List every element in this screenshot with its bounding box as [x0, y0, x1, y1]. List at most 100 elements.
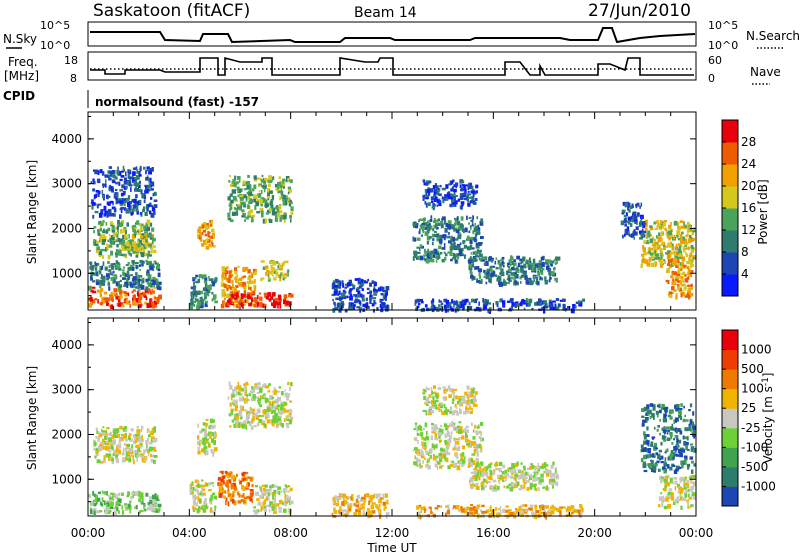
nsky-label: N.Sky	[3, 32, 37, 46]
data-cell	[649, 226, 654, 231]
data-cell	[474, 198, 478, 201]
data-cell	[352, 284, 355, 288]
data-cell	[273, 509, 277, 514]
data-cell	[421, 224, 426, 230]
data-cell	[107, 208, 112, 214]
data-cell	[259, 302, 262, 308]
data-cell	[289, 215, 292, 219]
data-cell	[227, 501, 230, 507]
data-cell	[231, 394, 235, 398]
data-cell	[643, 252, 647, 256]
data-cell	[271, 423, 275, 427]
data-cell	[135, 175, 140, 180]
data-cell	[149, 265, 154, 271]
data-cell	[484, 484, 487, 488]
data-cell	[97, 263, 100, 266]
data-cell	[346, 282, 351, 287]
data-cell	[684, 436, 689, 440]
data-cell	[110, 297, 114, 302]
data-cell	[278, 266, 281, 270]
data-cell	[344, 286, 347, 289]
data-cell	[501, 257, 505, 260]
data-cell	[469, 441, 472, 447]
data-cell	[522, 477, 525, 483]
data-cell	[252, 509, 255, 513]
data-cell	[678, 414, 682, 419]
data-cell	[445, 446, 450, 450]
data-cell	[660, 263, 663, 268]
data-cell	[577, 509, 581, 514]
data-cell	[643, 469, 648, 473]
data-cell	[349, 288, 352, 293]
data-cell	[337, 292, 339, 297]
data-cell	[528, 277, 532, 281]
data-cell	[452, 505, 456, 509]
data-cell	[220, 487, 224, 491]
data-cell	[118, 241, 123, 245]
data-cell	[263, 393, 266, 397]
data-cell	[243, 194, 247, 199]
data-cell	[94, 239, 97, 243]
data-cell	[438, 432, 442, 436]
data-cell	[654, 250, 656, 255]
data-cell	[126, 457, 129, 461]
data-cell	[96, 430, 99, 434]
data-cell	[244, 300, 249, 304]
data-cell	[105, 179, 107, 184]
data-cell	[122, 457, 126, 461]
data-cell	[666, 234, 671, 239]
data-cell	[448, 231, 450, 235]
data-cell	[127, 452, 131, 455]
data-cell	[687, 221, 690, 225]
data-cell	[221, 271, 226, 274]
data-cell	[277, 274, 281, 278]
data-cell	[268, 175, 273, 181]
power-panel	[88, 165, 697, 314]
data-cell	[498, 461, 502, 466]
data-cell	[455, 447, 459, 451]
data-cell	[461, 300, 465, 304]
data-cell	[121, 198, 126, 202]
data-cell	[102, 500, 105, 503]
data-cell	[152, 276, 156, 280]
data-cell	[111, 460, 114, 465]
data-cell	[689, 456, 694, 460]
data-cell	[640, 444, 644, 449]
data-cell	[632, 231, 636, 234]
data-cell	[148, 496, 153, 500]
data-cell	[99, 238, 101, 243]
data-cell	[227, 212, 231, 218]
data-cell	[667, 280, 670, 284]
data-cell	[457, 234, 462, 238]
data-cell	[466, 246, 470, 251]
data-cell	[253, 271, 257, 276]
data-cell	[502, 264, 505, 268]
data-cell	[689, 225, 691, 229]
data-cell	[668, 253, 672, 258]
data-cell	[113, 292, 117, 296]
data-cell	[341, 280, 344, 285]
data-cell	[130, 428, 134, 432]
data-cell	[130, 281, 132, 287]
data-cell	[381, 304, 385, 308]
data-cell	[650, 441, 654, 447]
data-cell	[122, 427, 126, 432]
data-cell	[433, 194, 437, 198]
data-cell	[567, 507, 571, 512]
data-cell	[627, 216, 632, 221]
data-cell	[246, 414, 250, 420]
data-cell	[265, 199, 268, 204]
data-cell	[102, 220, 105, 223]
data-cell	[137, 188, 142, 192]
data-cell	[135, 444, 140, 448]
data-cell	[386, 304, 389, 309]
data-cell	[423, 254, 427, 257]
data-cell	[283, 186, 285, 189]
data-cell	[135, 245, 138, 251]
data-cell	[653, 415, 655, 420]
data-cell	[138, 296, 143, 300]
data-cell	[283, 488, 288, 491]
data-cell	[438, 453, 442, 457]
data-cell	[210, 449, 213, 454]
data-cell	[202, 449, 205, 453]
